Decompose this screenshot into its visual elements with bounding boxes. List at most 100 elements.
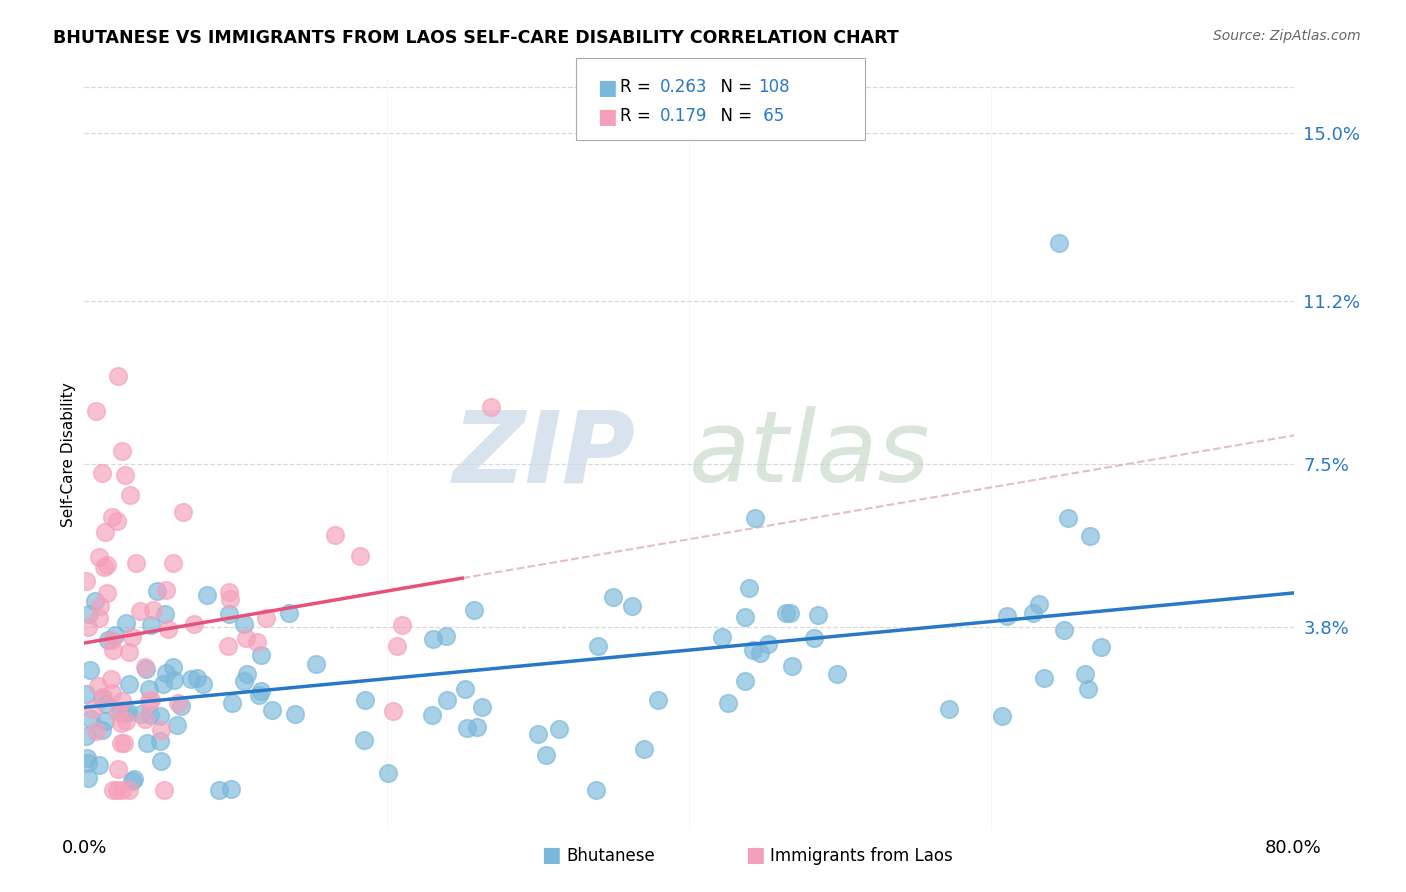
Point	[232, 673, 254, 688]
Point	[191, 677, 214, 691]
Point	[456, 721, 478, 735]
Text: N =: N =	[710, 78, 758, 96]
Point	[155, 583, 177, 598]
Point	[278, 606, 301, 620]
Point	[195, 588, 218, 602]
Point	[547, 722, 569, 736]
Point	[254, 611, 277, 625]
Point	[183, 617, 205, 632]
Point	[153, 783, 176, 797]
Point	[89, 611, 111, 625]
Point	[323, 528, 346, 542]
Point	[1033, 671, 1056, 685]
Text: ■: ■	[541, 846, 561, 865]
Point	[387, 639, 409, 653]
Point	[741, 642, 763, 657]
Point	[77, 619, 100, 633]
Point	[110, 704, 132, 718]
Point	[738, 581, 761, 595]
Point	[780, 658, 803, 673]
Text: ■: ■	[598, 78, 617, 98]
Point	[585, 783, 607, 797]
Text: Bhutanese: Bhutanese	[567, 847, 655, 865]
Point	[114, 468, 136, 483]
Point	[134, 712, 156, 726]
Point	[101, 632, 124, 647]
Y-axis label: Self-Care Disability: Self-Care Disability	[60, 383, 76, 527]
Point	[711, 630, 734, 644]
Point	[110, 736, 132, 750]
Point	[107, 762, 129, 776]
Point	[391, 618, 413, 632]
Point	[481, 401, 503, 415]
Text: atlas: atlas	[689, 407, 931, 503]
Point	[1028, 597, 1050, 611]
Point	[107, 706, 129, 720]
Point	[260, 703, 283, 717]
Point	[381, 704, 404, 718]
Point	[717, 696, 740, 710]
Point	[89, 599, 111, 613]
Point	[153, 607, 176, 622]
Point	[94, 525, 117, 540]
Point	[208, 783, 231, 797]
Point	[82, 702, 104, 716]
Text: 65: 65	[758, 107, 785, 125]
Point	[246, 634, 269, 648]
Point	[166, 717, 188, 731]
Point	[803, 631, 825, 645]
Point	[141, 693, 163, 707]
Point	[152, 677, 174, 691]
Point	[218, 585, 240, 599]
Point	[162, 659, 184, 673]
Point	[647, 692, 669, 706]
Text: ■: ■	[745, 846, 765, 865]
Point	[377, 765, 399, 780]
Point	[77, 756, 100, 771]
Text: R =: R =	[620, 78, 657, 96]
Point	[454, 681, 477, 696]
Point	[75, 574, 97, 588]
Point	[527, 727, 550, 741]
Point	[76, 751, 98, 765]
Point	[172, 505, 194, 519]
Point	[305, 657, 328, 672]
Point	[1077, 682, 1099, 697]
Point	[734, 610, 756, 624]
Point	[118, 677, 141, 691]
Text: N =: N =	[710, 107, 758, 125]
Point	[167, 696, 190, 710]
Point	[233, 616, 256, 631]
Point	[353, 693, 375, 707]
Point	[620, 599, 643, 613]
Point	[87, 679, 110, 693]
Point	[101, 685, 124, 699]
Point	[134, 660, 156, 674]
Point	[807, 608, 830, 623]
Point	[110, 694, 132, 708]
Point	[86, 404, 108, 418]
Point	[75, 687, 97, 701]
Point	[602, 591, 624, 605]
Point	[749, 646, 772, 660]
Point	[76, 771, 98, 785]
Point	[155, 665, 177, 680]
Point	[995, 609, 1018, 624]
Point	[235, 632, 257, 646]
Point	[112, 736, 135, 750]
Point	[91, 466, 114, 480]
Point	[1047, 236, 1070, 251]
Point	[96, 586, 118, 600]
Point	[758, 637, 780, 651]
Point	[90, 691, 112, 706]
Point	[93, 714, 115, 728]
Point	[146, 584, 169, 599]
Point	[1074, 666, 1097, 681]
Point	[100, 673, 122, 687]
Point	[249, 683, 271, 698]
Point	[117, 706, 139, 720]
Point	[1022, 606, 1045, 620]
Point	[93, 560, 115, 574]
Point	[125, 556, 148, 570]
Point	[1053, 624, 1076, 638]
